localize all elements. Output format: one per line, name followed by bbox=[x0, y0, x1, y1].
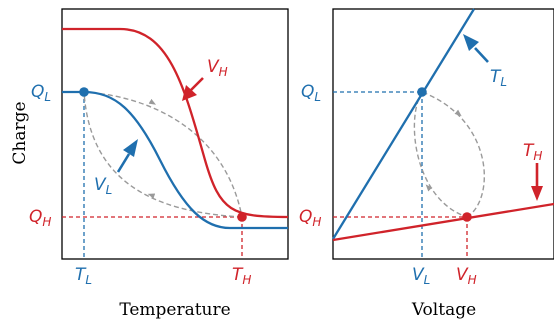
left-qh-point bbox=[237, 212, 247, 222]
tick-tl: TL bbox=[75, 265, 92, 287]
vl-arrow-shaft bbox=[116, 153, 131, 173]
th-arrow-head bbox=[531, 186, 543, 201]
right-tick-qh: QH bbox=[299, 207, 321, 229]
label-vl: VL bbox=[94, 175, 112, 197]
label-th: TH bbox=[523, 141, 542, 163]
y-axis-label: Charge bbox=[10, 101, 30, 164]
left-x-axis-label: Temperature bbox=[119, 300, 230, 320]
tick-ql: QL bbox=[31, 82, 51, 104]
right-panel: TL TH QL QH VL VH Voltage bbox=[299, 8, 554, 320]
right-panel-frame bbox=[332, 8, 554, 260]
right-ql-point bbox=[417, 87, 427, 97]
tl-arrow-shaft bbox=[474, 47, 489, 63]
label-vh: VH bbox=[207, 57, 228, 79]
vh-arrow-head bbox=[182, 85, 197, 101]
left-cycle-upper bbox=[83, 91, 243, 218]
tick-vh: VH bbox=[456, 265, 477, 287]
right-cycle-left bbox=[413, 91, 468, 218]
left-panel-frame bbox=[61, 8, 289, 260]
tick-th: TH bbox=[232, 265, 251, 287]
tick-qh: QH bbox=[29, 207, 51, 229]
right-x-axis-label: Voltage bbox=[411, 300, 476, 320]
right-qh-point bbox=[462, 212, 472, 222]
tl-arrow-head bbox=[463, 34, 479, 51]
right-cycle-right bbox=[421, 91, 485, 218]
tick-vl: VL bbox=[412, 265, 430, 287]
right-cycle-arrow-top bbox=[454, 109, 462, 117]
label-tl: TL bbox=[490, 67, 507, 89]
th-line bbox=[332, 202, 554, 242]
left-ql-point bbox=[79, 87, 89, 97]
vl-curve bbox=[62, 90, 288, 230]
right-cycle-arrow-bottom bbox=[425, 184, 433, 192]
right-tick-ql: QL bbox=[301, 82, 321, 104]
left-cycle-arrow-top bbox=[148, 98, 157, 105]
left-panel: VH VL QL QH TL TH Temperature bbox=[29, 8, 289, 320]
vl-arrow-head bbox=[123, 139, 138, 157]
left-cycle-lower bbox=[83, 91, 243, 218]
tl-line bbox=[332, 8, 475, 240]
vh-arrow-shaft bbox=[190, 77, 204, 91]
